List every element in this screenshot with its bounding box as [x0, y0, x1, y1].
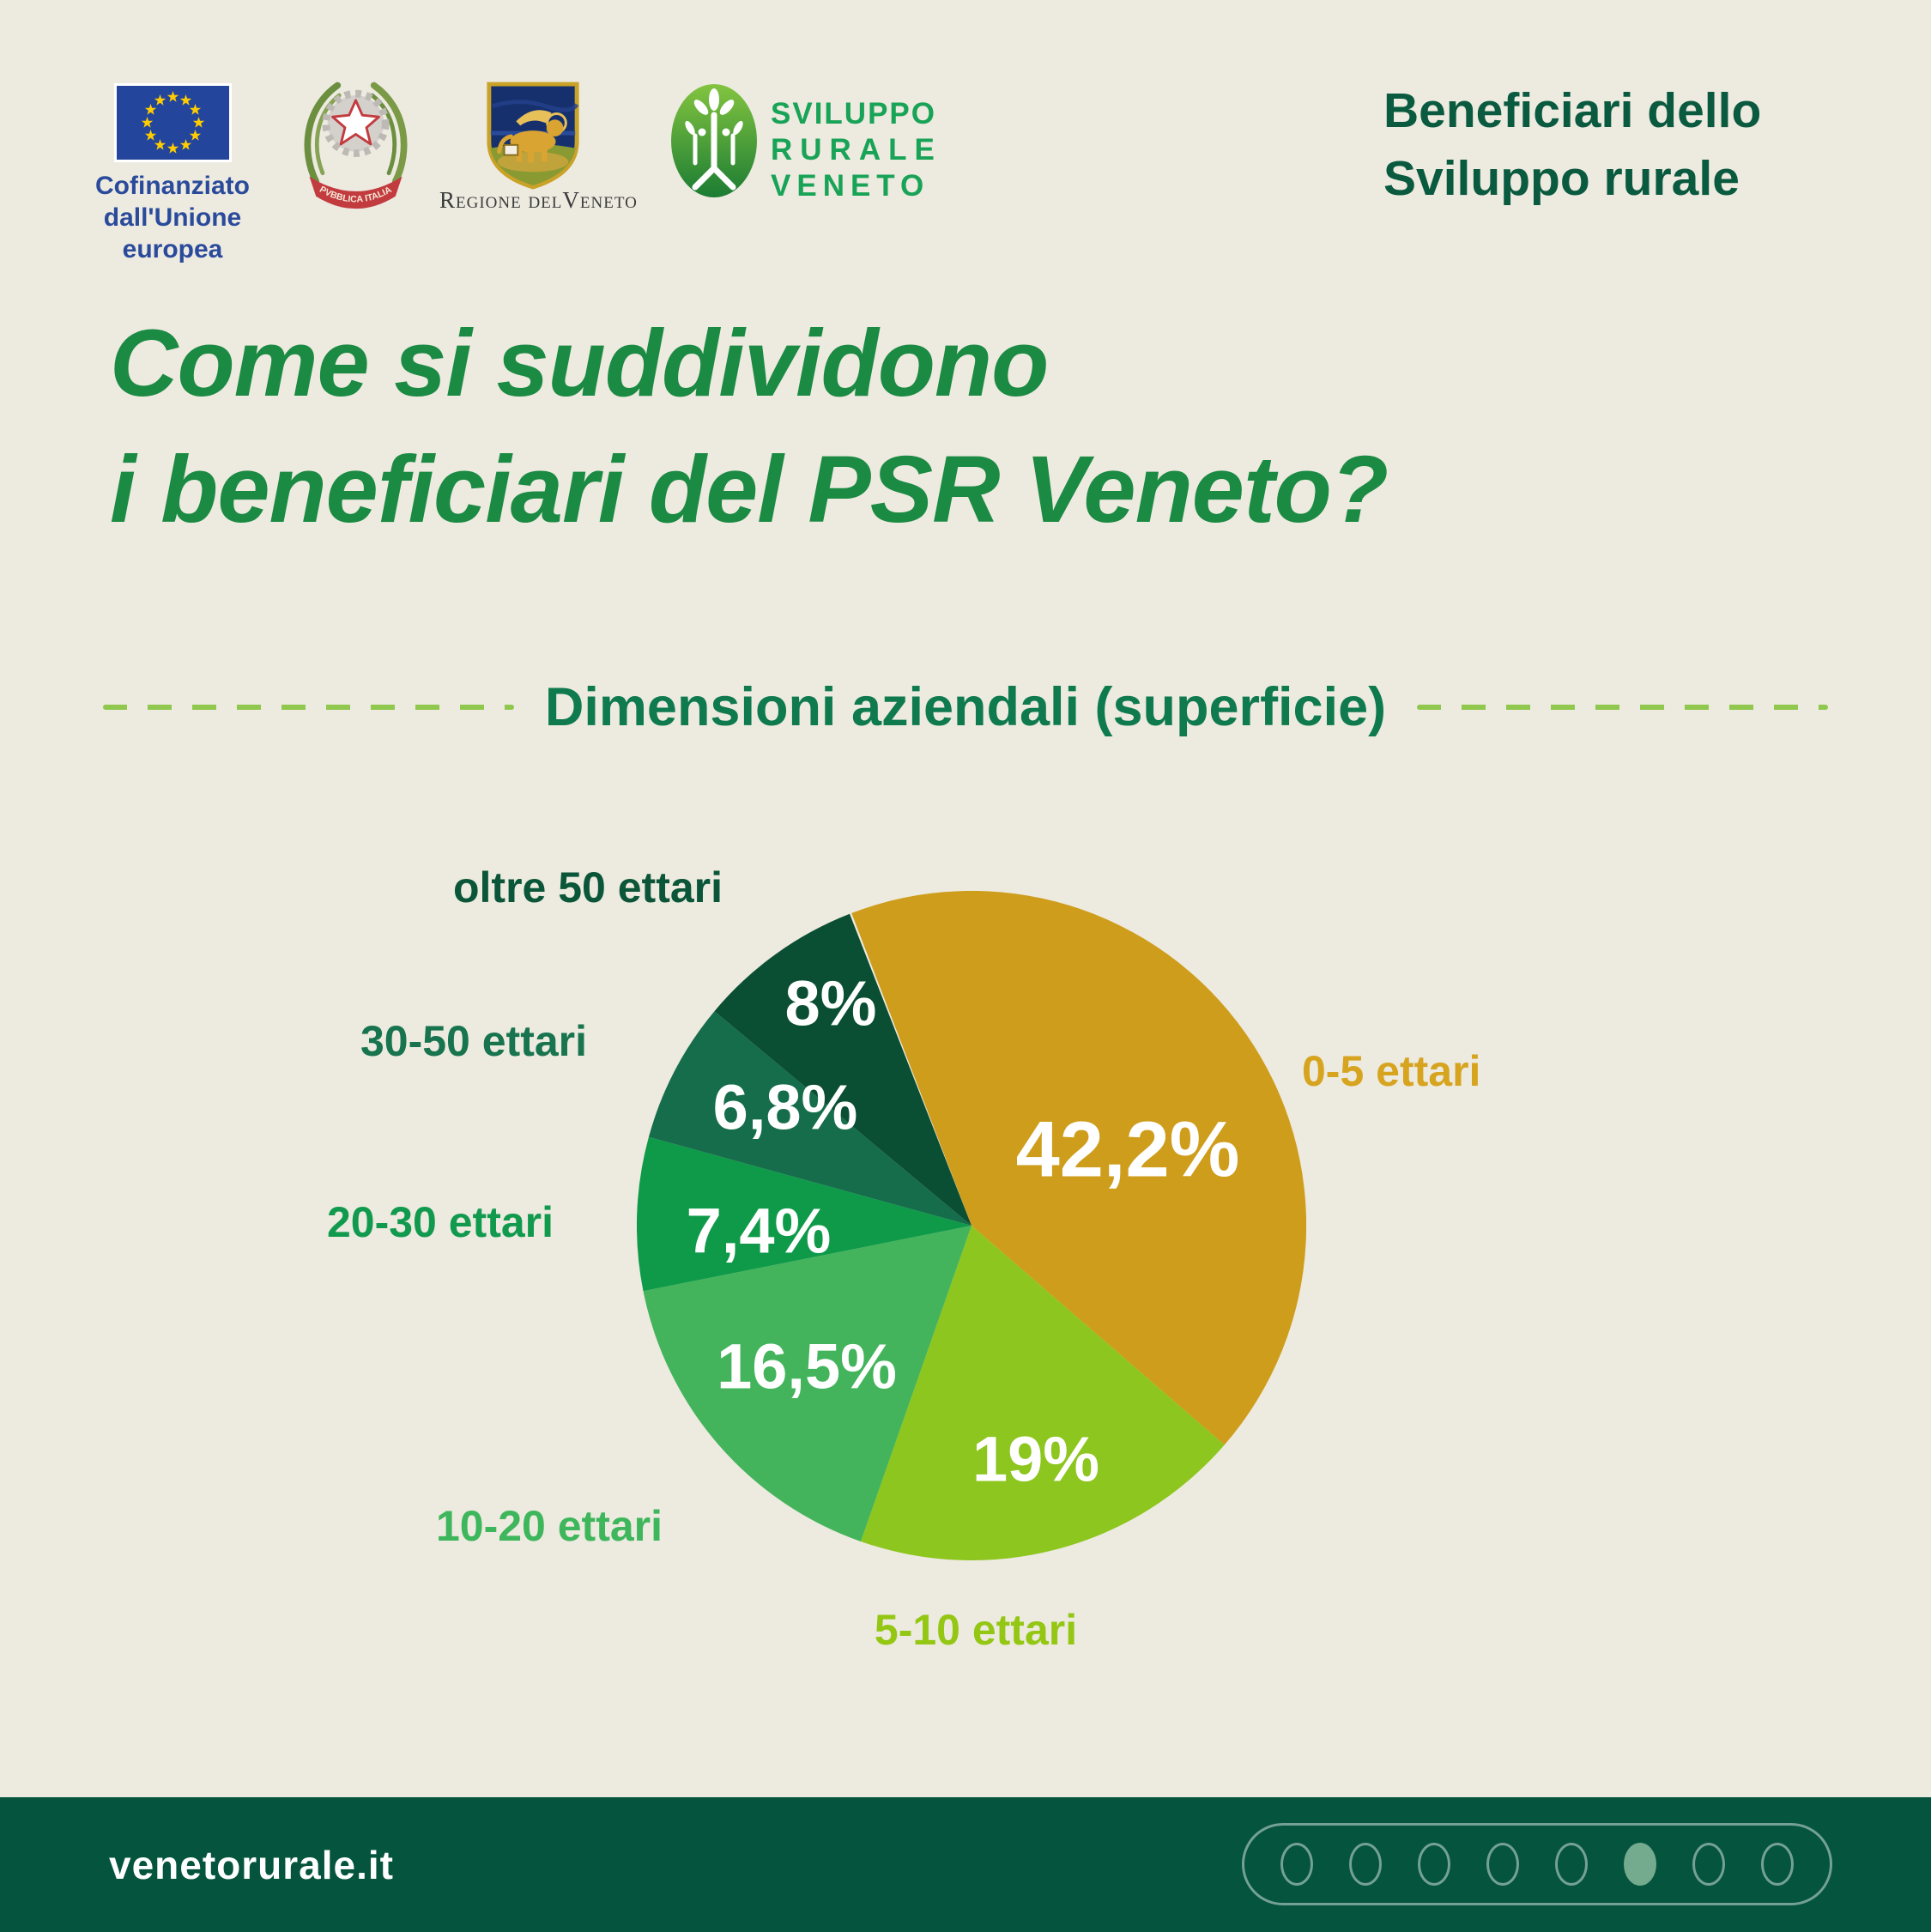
eu-caption-line1: Cofinanziato: [95, 172, 250, 200]
footer-bar: venetorurale.it: [0, 1797, 1931, 1932]
kicker-line1: Beneficiari dello: [1383, 83, 1762, 138]
eu-star-icon: [154, 94, 166, 106]
pagination-dot[interactable]: [1280, 1843, 1313, 1886]
sviluppo-rurale-logo-icon: [671, 84, 757, 197]
pie-slice-20-30-ettari: [637, 1136, 972, 1292]
pie-chart: [637, 891, 1306, 1560]
pagination-dot-active[interactable]: [1624, 1843, 1656, 1886]
page-title: Come si suddividono i beneficiari del PS…: [110, 300, 1389, 553]
eu-star-icon: [154, 139, 166, 150]
eu-flag-icon: [114, 83, 232, 162]
eu-star-icon: [192, 117, 205, 128]
eu-star-icon: [166, 91, 179, 102]
eu-star-icon: [141, 117, 154, 128]
pie-slice-30-50-ettari: [648, 1011, 972, 1226]
sviluppo-rurale-logo-text: SVILUPPO RURALE VENETO: [771, 96, 942, 204]
pie-category-label: 20-30 ettari: [326, 1198, 554, 1246]
eu-star-icon: [179, 139, 192, 150]
pie-slice-10-20-ettari: [643, 1226, 972, 1541]
eu-star-icon: [189, 104, 202, 115]
dash-line-left: [103, 705, 514, 710]
section-heading: Dimensioni aziendali (superficie): [544, 677, 1387, 737]
veneto-caption: Regione delVeneto: [439, 187, 638, 213]
pie-slice-5-10-ettari: [861, 1226, 1225, 1560]
eu-star-icon: [166, 142, 179, 154]
eu-caption-line2: dall'Unione europea: [103, 203, 242, 263]
eu-star-icon: [189, 130, 202, 141]
pie-category-label: 5-10 ettari: [874, 1606, 1078, 1654]
svr-line3: VENETO: [771, 169, 930, 203]
pie-category-label: 0-5 ettari: [1302, 1047, 1481, 1095]
pie-slice-0-5-ettari: [851, 891, 1306, 1445]
pagination-dot[interactable]: [1555, 1843, 1588, 1886]
pie-slice-oltre-50-ettari: [714, 913, 972, 1226]
svr-line1: SVILUPPO: [771, 97, 936, 130]
pagination-dot[interactable]: [1349, 1843, 1382, 1886]
eu-star-icon: [144, 130, 157, 141]
pie-category-label: 30-50 ettari: [360, 1017, 588, 1065]
pagination-dot[interactable]: [1418, 1843, 1450, 1886]
carousel-pagination: [1242, 1823, 1832, 1905]
kicker: Beneficiari dello Sviluppo rurale: [1383, 77, 1761, 213]
section-heading-row: Dimensioni aziendali (superficie): [103, 676, 1829, 738]
svr-line2: RURALE: [771, 133, 942, 167]
italy-emblem-icon: REPVBBLICA ITALIANA: [298, 72, 408, 209]
eu-star-icon: [144, 104, 157, 115]
eu-flag-caption: Cofinanziato dall'Unione europea: [54, 170, 291, 265]
eu-star-icon: [179, 94, 192, 106]
dash-line-right: [1417, 705, 1829, 710]
page-title-line1: Come si suddividono: [110, 311, 1049, 416]
veneto-shield-icon: [487, 82, 579, 190]
pie-category-label: 10-20 ettari: [435, 1502, 663, 1550]
pagination-dot[interactable]: [1486, 1843, 1519, 1886]
page-title-line2: i beneficiari del PSR Veneto?: [110, 437, 1389, 542]
pagination-dot[interactable]: [1761, 1843, 1794, 1886]
site-url: venetorurale.it: [109, 1842, 394, 1887]
kicker-line2: Sviluppo rurale: [1383, 151, 1740, 206]
pagination-dot[interactable]: [1692, 1843, 1725, 1886]
